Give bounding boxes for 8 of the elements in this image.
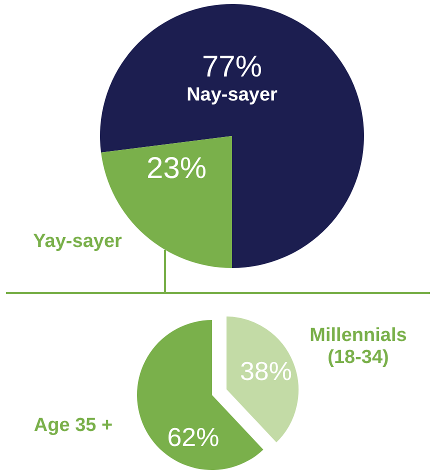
data-label: 38% xyxy=(240,356,292,386)
data-label: 77% xyxy=(202,50,262,84)
slice-label: Nay-sayer xyxy=(186,84,278,106)
data-label: 62% xyxy=(167,422,220,452)
slice-label: Millennials (18-34) xyxy=(310,325,407,368)
data-label: 23% xyxy=(146,152,207,186)
slice-label: Yay-sayer xyxy=(33,230,123,252)
slice-label: Age 35 + xyxy=(34,415,113,436)
